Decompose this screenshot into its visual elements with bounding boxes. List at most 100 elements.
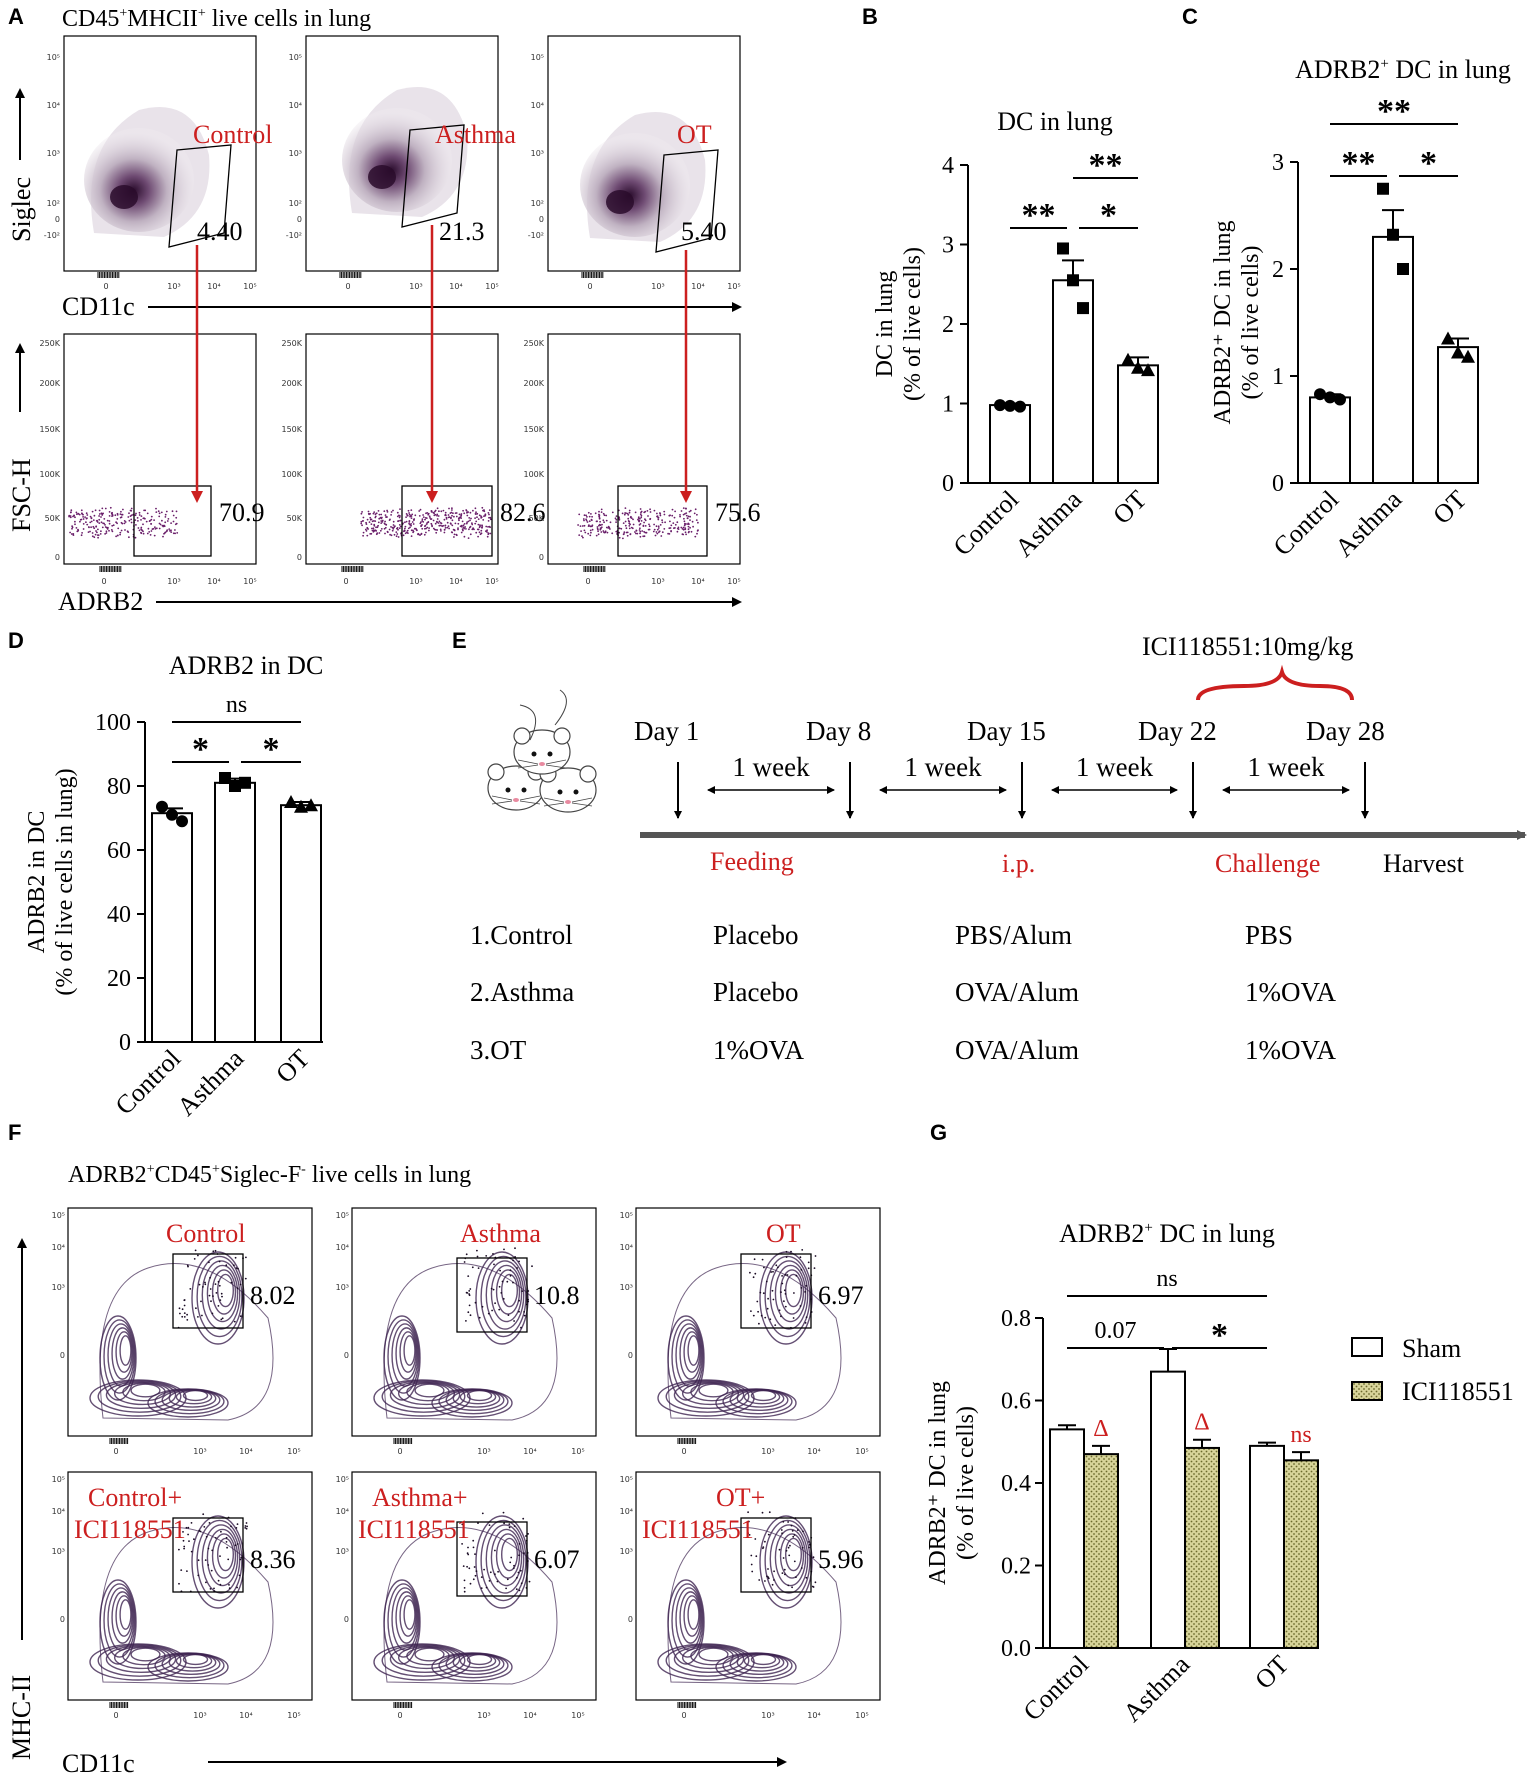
event-dot — [497, 1570, 499, 1573]
group-label: Asthma+ — [372, 1483, 468, 1512]
event-dot — [642, 535, 645, 538]
event-dot — [98, 509, 101, 512]
event-dot — [452, 512, 454, 515]
x-tick: 10⁴ — [239, 1711, 252, 1720]
event-dot — [513, 1525, 516, 1527]
event-dot — [444, 511, 447, 514]
event-dot — [95, 525, 98, 528]
event-dot — [527, 1290, 530, 1292]
event-dot — [492, 1288, 495, 1291]
event-dot — [150, 523, 153, 525]
bar-sham-control — [1049, 1428, 1085, 1649]
event-dot — [782, 1520, 785, 1523]
event-dot — [397, 520, 399, 523]
event-dot — [385, 516, 388, 518]
event-dot — [428, 529, 430, 532]
x-tick: 10³ — [651, 282, 664, 291]
event-dot — [639, 530, 642, 533]
gate-percent: 8.36 — [250, 1545, 296, 1574]
event-dot — [190, 1550, 193, 1553]
event-dot — [130, 518, 133, 521]
group-name: 3.OT — [470, 1035, 527, 1065]
event-dot — [138, 511, 141, 514]
event-dot — [366, 518, 369, 521]
event-dot — [673, 527, 675, 530]
event-dot — [790, 1250, 792, 1253]
event-dot — [772, 1270, 774, 1273]
event-dot — [244, 1525, 247, 1527]
event-dot — [407, 509, 410, 512]
event-dot — [218, 1284, 221, 1287]
significance-label: * — [192, 731, 209, 768]
adrb2-gate — [401, 485, 493, 557]
event-dot — [586, 521, 589, 523]
protocol-cell: 1%OVA — [713, 1035, 805, 1065]
event-dot — [209, 1276, 212, 1279]
x-tick: 0 — [113, 1711, 118, 1720]
contour-line — [764, 1519, 811, 1602]
event-dot — [381, 519, 384, 522]
event-dot — [101, 512, 103, 515]
panel-f: F ADRB2+CD45+Siglec-F- live cells in lun… — [7, 1120, 881, 1778]
event-dot — [236, 1523, 239, 1525]
event-dot — [752, 1314, 755, 1317]
event-dot — [518, 1299, 520, 1302]
event-dot — [373, 511, 376, 513]
event-dot — [808, 1543, 811, 1546]
group-label: OT+ — [716, 1483, 765, 1512]
event-dot — [640, 511, 642, 514]
event-dot — [134, 519, 137, 521]
contour-plot-control: 8.02 Control 10⁵ 10⁴ 10³ 0 0 10³ 10⁴ 10⁵ — [52, 1207, 313, 1456]
significance-label: * — [1420, 145, 1437, 182]
event-dot — [586, 516, 588, 518]
event-dot — [106, 519, 109, 522]
event-dot — [408, 512, 410, 514]
event-dot — [448, 516, 451, 518]
event-dot — [137, 527, 140, 529]
event-dot — [454, 522, 457, 525]
contour-line — [665, 1644, 750, 1677]
siglec-cd11c-plot-asthma: Asthma 21.3 10⁵ 10⁴ 10³ 10² 0 -10² 0 10³ 10⁴ 10⁵ — [286, 35, 516, 291]
event-dot — [793, 1534, 796, 1536]
event-dot — [747, 1511, 749, 1514]
event-dot — [453, 536, 455, 538]
event-dot — [489, 1571, 492, 1574]
event-dot — [690, 530, 693, 533]
y-tick: 10⁴ — [620, 1243, 633, 1252]
event-dot — [489, 518, 492, 521]
bar-chart-d: 0 20 40 60 80 100 ADRB2 in DC(% of live cells … — [24, 651, 323, 1121]
event-dot — [164, 521, 167, 524]
significance-label: ** — [1089, 147, 1123, 184]
event-dot — [767, 1533, 770, 1536]
event-dot — [81, 532, 83, 534]
event-dot — [766, 1307, 769, 1310]
contour-line — [103, 1583, 136, 1658]
x-tick: 10⁵ — [571, 1447, 584, 1456]
event-dot — [656, 528, 659, 531]
legend-swatch-sham — [1351, 1337, 1383, 1357]
event-dot — [656, 515, 658, 518]
contour-line — [480, 1255, 527, 1338]
event-dot — [777, 1266, 779, 1269]
event-dot — [76, 513, 78, 516]
event-dot — [637, 518, 639, 521]
event-dot — [82, 516, 84, 518]
event-dot — [100, 530, 102, 533]
event-dot — [93, 536, 96, 539]
event-dot — [787, 1584, 790, 1587]
event-dot — [109, 506, 112, 509]
mhcii-cd11c-gate — [740, 1517, 812, 1593]
event-dot — [755, 1555, 758, 1558]
x-tick: 10³ — [193, 1711, 206, 1720]
event-dot — [478, 531, 481, 534]
event-dot — [812, 1556, 815, 1559]
contour-line — [97, 1644, 182, 1677]
mhcii-cd11c-gate — [456, 1521, 528, 1597]
event-dot — [108, 520, 111, 522]
event-dot — [145, 520, 148, 523]
event-dot — [244, 1277, 247, 1280]
event-dot — [653, 509, 656, 512]
event-dot — [460, 531, 463, 534]
gate-percent: 10.8 — [534, 1281, 580, 1310]
cd11c-axis-label-f: CD11c — [62, 1749, 135, 1778]
